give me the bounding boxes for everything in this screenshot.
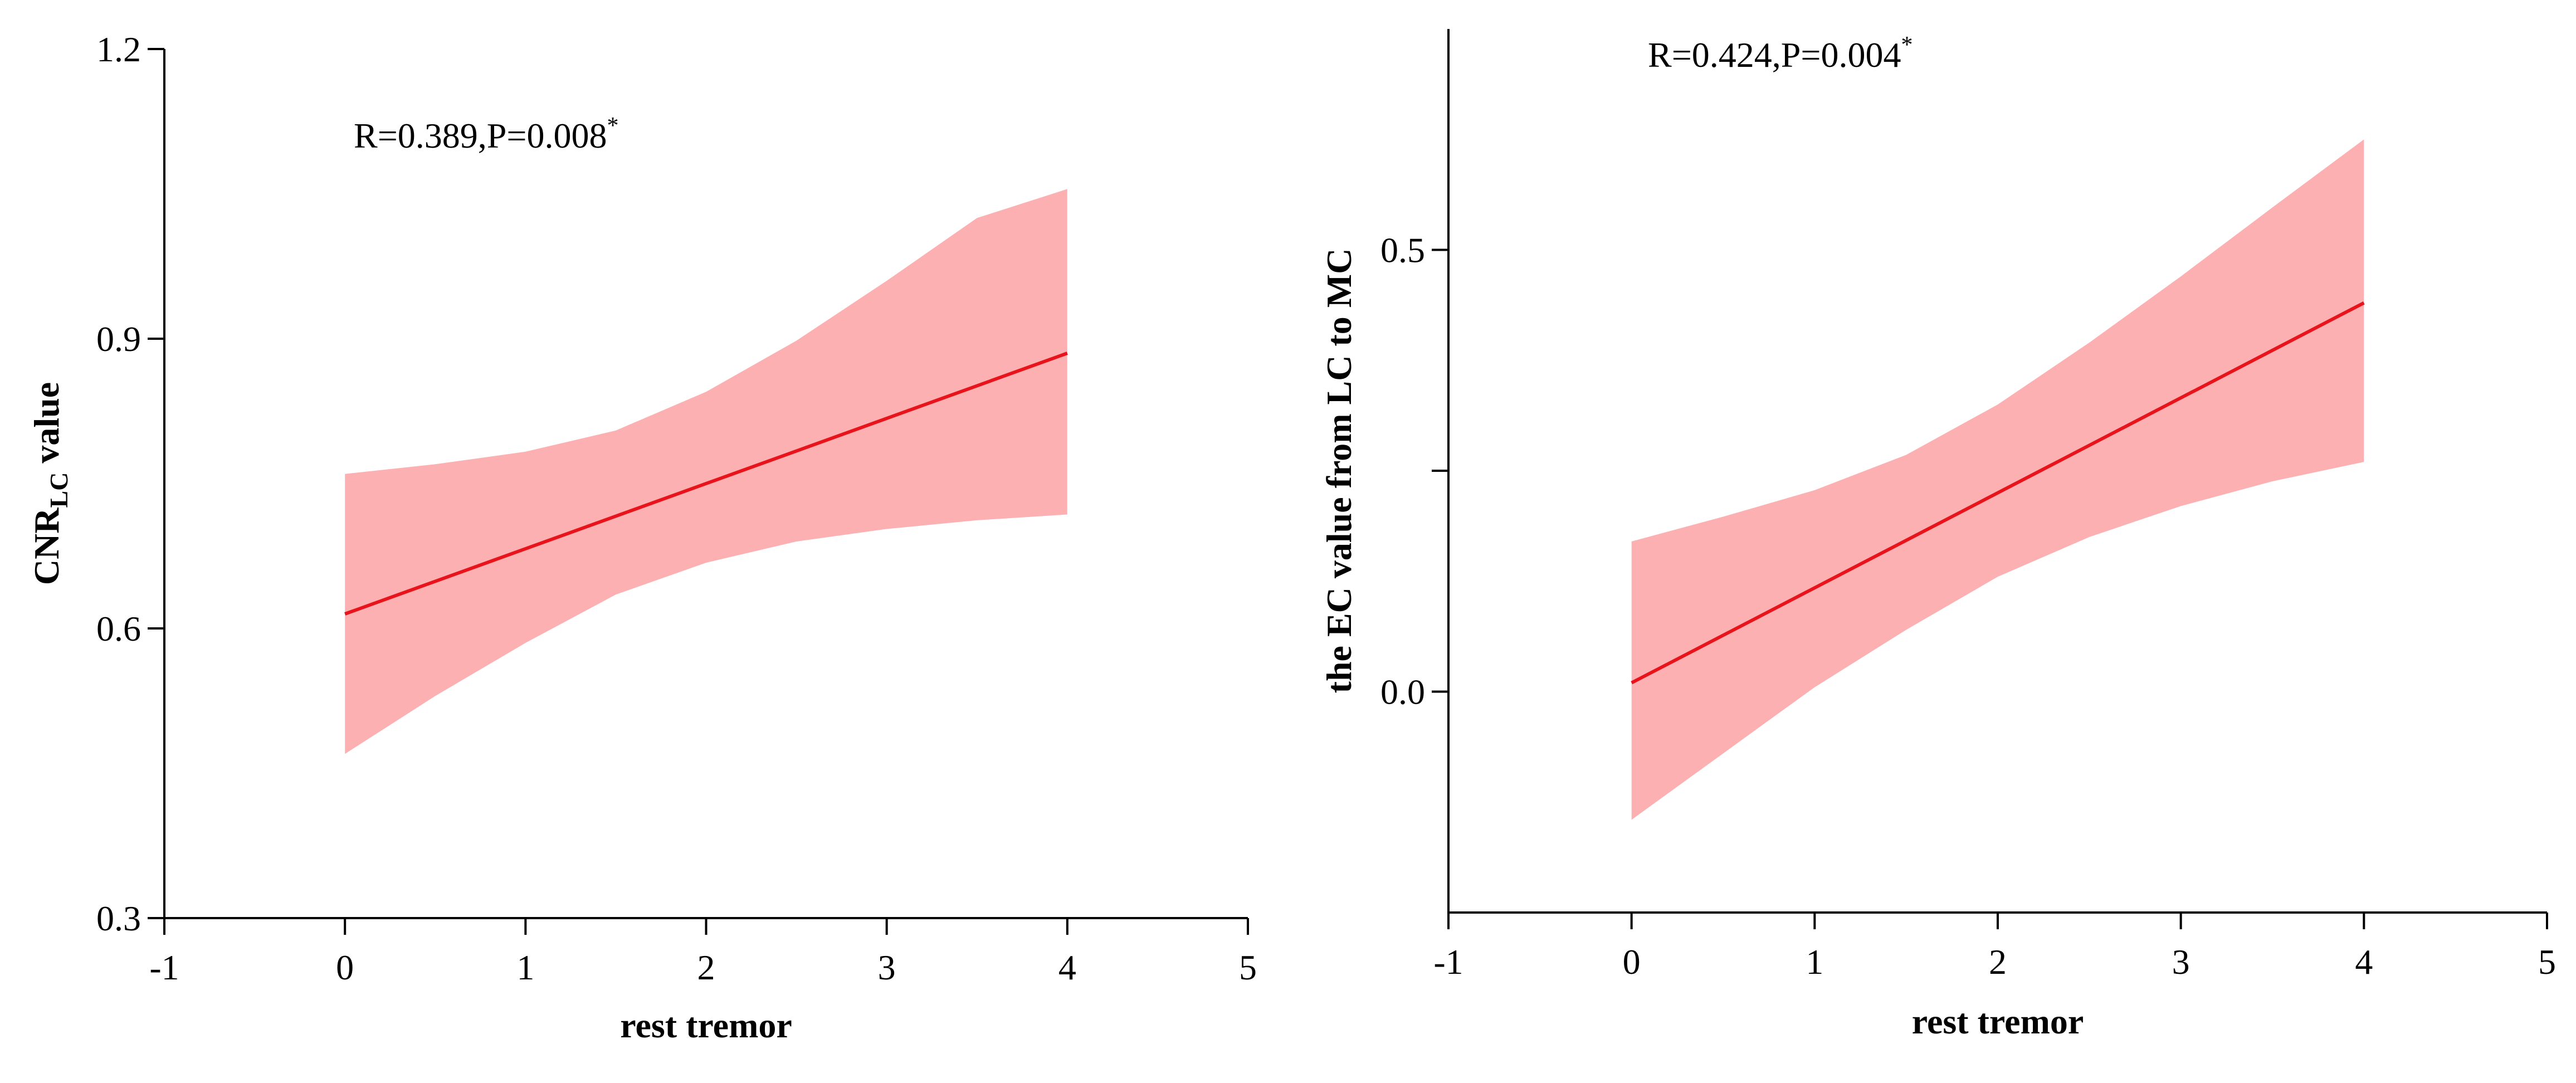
y-axis-title-subscript: LC <box>45 472 73 508</box>
y-tick-label: 0.0 <box>1380 672 1425 712</box>
x-tick-label: 1 <box>1806 942 1823 982</box>
x-axis-title: rest tremor <box>620 1006 792 1045</box>
stat-annotation: R=0.424,P=0.004* <box>1648 32 1913 75</box>
stat-annotation-text: R=0.389,P=0.008 <box>354 116 607 155</box>
x-tick-label: 2 <box>697 948 715 987</box>
y-tick-label: 0.9 <box>96 319 141 359</box>
regression-line <box>1631 301 2365 685</box>
y-tick-label: 0.5 <box>1380 231 1425 270</box>
x-tick-label: 0 <box>336 948 354 987</box>
significance-asterisk: * <box>1901 32 1913 58</box>
chart-panel-left: -1 0 1 2 3 4 5 0.3 0.6 0.9 1.2 rest tremor CNRLC val… <box>27 30 1257 1045</box>
x-tick-label: -1 <box>1433 942 1463 982</box>
chart-panel-right: -1 0 1 2 3 4 5 0.0 0.5 rest tremor the EC value fr… <box>1319 29 2556 1041</box>
confidence-band <box>345 189 1067 754</box>
x-tick-label: 4 <box>1058 948 1076 987</box>
significance-asterisk: * <box>607 113 618 139</box>
y-tick-label: 0.6 <box>96 609 141 648</box>
y-axis-title: the EC value from LC to MC <box>1319 248 1359 694</box>
stat-annotation: R=0.389,P=0.008* <box>354 113 618 155</box>
x-tick-label: 2 <box>1989 942 2007 982</box>
x-tick-label: 1 <box>516 948 534 987</box>
x-tick-label: 4 <box>2355 942 2373 982</box>
y-axis-title-main: the EC value from LC to MC <box>1319 248 1359 694</box>
y-tick-label: 1.2 <box>96 30 141 69</box>
y-axis-title-main: CNR <box>27 508 66 585</box>
x-tick-label: 3 <box>878 948 896 987</box>
x-tick-label: -1 <box>149 948 179 987</box>
confidence-band <box>1631 139 2364 820</box>
x-tick-label: 3 <box>2172 942 2190 982</box>
y-axis-title: CNRLC value <box>27 382 73 585</box>
stat-annotation-text: R=0.424,P=0.004 <box>1648 35 1901 75</box>
y-axis-title-suffix: value <box>27 382 66 472</box>
x-tick-label: 5 <box>1239 948 1257 987</box>
x-tick-label: 0 <box>1623 942 1641 982</box>
x-axis-title: rest tremor <box>1912 1002 2084 1041</box>
y-tick-label: 0.3 <box>96 899 141 938</box>
x-tick-label: 5 <box>2538 942 2556 982</box>
regression-line <box>344 352 1068 616</box>
